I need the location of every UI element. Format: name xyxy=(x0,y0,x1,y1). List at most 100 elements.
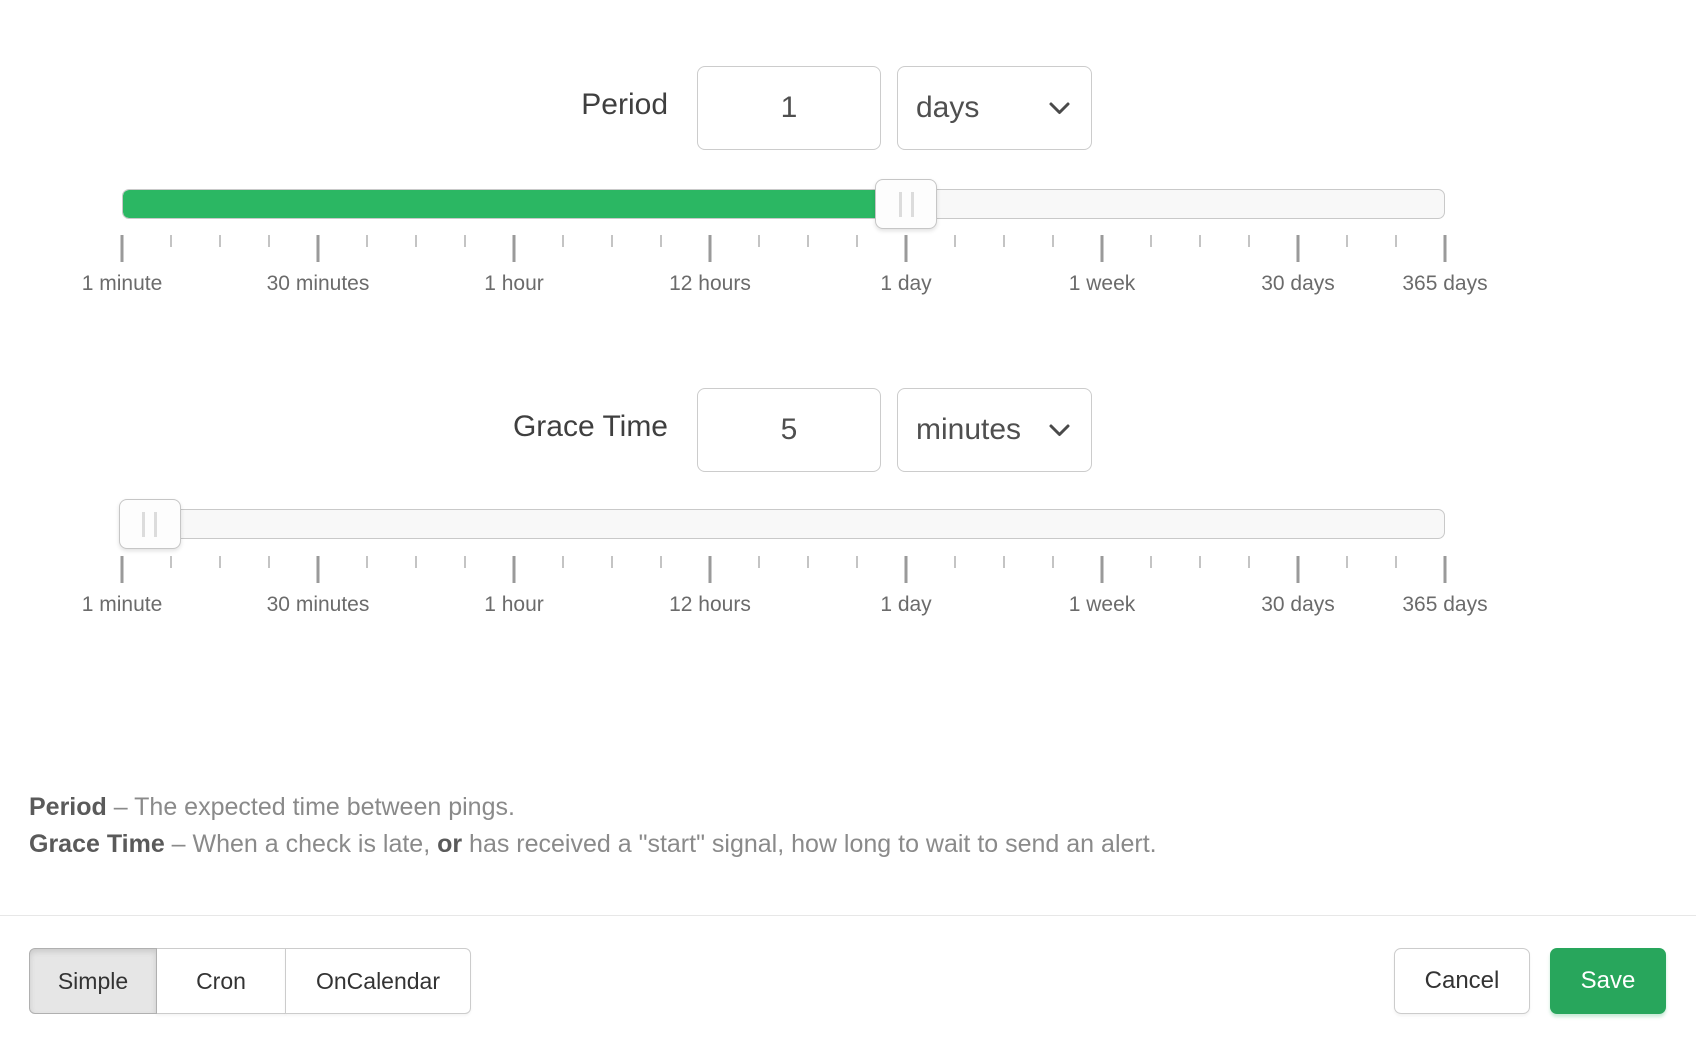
ruler-major-tick xyxy=(1443,235,1447,262)
ruler-minor-tick xyxy=(1150,235,1152,247)
ruler-major-tick xyxy=(904,235,908,262)
ruler-minor-tick xyxy=(366,556,368,568)
grace-time-slider-handle[interactable] xyxy=(118,499,181,549)
chevron-down-icon xyxy=(1049,424,1070,436)
ruler-minor-tick xyxy=(807,235,809,247)
period-unit-select[interactable]: days xyxy=(897,66,1092,150)
ruler-major-tick xyxy=(1100,556,1104,583)
ruler-minor-tick xyxy=(464,556,466,568)
ruler-minor-tick xyxy=(267,556,270,568)
mode-button-oncalendar[interactable]: OnCalendar xyxy=(285,948,471,1014)
ruler-minor-tick xyxy=(170,556,172,568)
ruler-minor-tick xyxy=(807,556,809,568)
ruler-minor-tick xyxy=(414,556,417,568)
ruler-minor-tick xyxy=(562,556,564,568)
ruler-tick-label: 1 day xyxy=(880,593,932,616)
period-ruler: 1 minute 30 minutes 1 hour 12 hours 1 day 1 w… xyxy=(82,235,1488,297)
ruler-major-tick xyxy=(512,235,516,262)
ruler-minor-tick xyxy=(758,235,760,247)
ruler-major-tick xyxy=(512,556,516,583)
schedule-mode-button-group: Simple Cron OnCalendar xyxy=(29,948,471,1014)
ruler-tick-label: 365 days xyxy=(1402,593,1488,616)
ruler-minor-tick xyxy=(219,556,221,568)
help-line: Period – The expected time between pings… xyxy=(29,793,515,821)
ruler-minor-tick xyxy=(1346,235,1348,247)
ruler-major-tick xyxy=(316,235,320,262)
ruler-minor-tick xyxy=(1003,556,1005,568)
ruler-minor-tick xyxy=(611,556,613,568)
mode-button-cron[interactable]: Cron xyxy=(156,948,286,1014)
grace-time-slider-track[interactable] xyxy=(122,509,1445,539)
ruler-minor-tick xyxy=(1346,556,1348,568)
ruler-minor-tick xyxy=(366,235,368,247)
ruler-minor-tick xyxy=(414,235,417,247)
ruler-minor-tick xyxy=(1003,235,1005,247)
period-unit-value: days xyxy=(916,91,980,124)
ruler-minor-tick xyxy=(856,556,858,568)
chevron-down-icon xyxy=(1049,102,1070,114)
grace-time-label: Grace Time xyxy=(512,410,668,443)
help-line: Grace Time – When a check is late, or ha… xyxy=(29,830,1157,858)
grace-time-slider[interactable] xyxy=(118,499,1445,549)
ruler-tick-label: 1 hour xyxy=(484,272,544,295)
period-slider-fill xyxy=(123,190,906,218)
ruler-tick-label: 1 week xyxy=(1068,272,1136,295)
grace-time-unit-value: minutes xyxy=(916,413,1022,446)
cancel-button[interactable]: Cancel xyxy=(1394,948,1530,1014)
ruler-minor-tick xyxy=(954,556,956,568)
ruler-minor-tick xyxy=(170,235,172,247)
save-button[interactable]: Save xyxy=(1550,948,1666,1014)
period-slider-track[interactable] xyxy=(122,189,1445,219)
ruler-minor-tick xyxy=(660,235,662,247)
period-value-input[interactable] xyxy=(697,66,881,150)
ruler-minor-tick xyxy=(611,235,613,247)
period-slider[interactable] xyxy=(122,179,1445,229)
grace-time-value-input[interactable] xyxy=(697,388,881,472)
grace-time-unit-select[interactable]: minutes xyxy=(897,388,1092,472)
ruler-tick-label: 1 day xyxy=(880,272,932,295)
ruler-major-tick xyxy=(120,235,124,262)
ruler-minor-tick xyxy=(1052,235,1054,247)
grip-icon xyxy=(142,511,158,537)
ruler-tick-label: 30 minutes xyxy=(266,593,370,616)
ruler-tick-label: 30 days xyxy=(1261,272,1335,295)
ruler-tick-label: 30 minutes xyxy=(266,272,370,295)
ruler-major-tick xyxy=(120,556,124,583)
ruler-major-tick xyxy=(1100,235,1104,262)
ruler-tick-label: 365 days xyxy=(1402,272,1488,295)
ruler-minor-tick xyxy=(219,235,221,247)
ruler-major-tick xyxy=(708,556,712,583)
ruler-major-tick xyxy=(1296,235,1300,262)
ruler-tick-label: 1 week xyxy=(1068,593,1136,616)
ruler-minor-tick xyxy=(1199,556,1201,568)
ruler-tick-label: 1 hour xyxy=(484,593,544,616)
ruler-minor-tick xyxy=(954,235,956,247)
grace-time-ruler: 1 minute 30 minutes 1 hour 12 hours 1 day 1 w… xyxy=(82,556,1488,618)
ruler-major-tick xyxy=(316,556,320,583)
ruler-tick-label: 1 minute xyxy=(81,593,163,616)
ruler-minor-tick xyxy=(1248,235,1250,247)
ruler-tick-label: 12 hours xyxy=(669,272,751,295)
ruler-minor-tick xyxy=(562,235,564,247)
ruler-minor-tick xyxy=(1248,556,1250,568)
period-slider-handle[interactable] xyxy=(875,179,937,229)
grip-icon xyxy=(898,191,914,217)
mode-button-simple[interactable]: Simple xyxy=(29,948,157,1014)
ruler-tick-label: 30 days xyxy=(1261,593,1335,616)
ruler-minor-tick xyxy=(856,235,858,247)
ruler-tick-label: 1 minute xyxy=(81,272,163,295)
ruler-minor-tick xyxy=(1395,556,1397,568)
ruler-minor-tick xyxy=(267,235,270,247)
ruler-minor-tick xyxy=(1395,235,1397,247)
ruler-major-tick xyxy=(708,235,712,262)
help-text: Period – The expected time between pings… xyxy=(29,789,1157,863)
ruler-minor-tick xyxy=(1052,556,1054,568)
ruler-tick-label: 12 hours xyxy=(669,593,751,616)
ruler-minor-tick xyxy=(758,556,760,568)
ruler-minor-tick xyxy=(464,235,466,247)
ruler-minor-tick xyxy=(660,556,662,568)
ruler-major-tick xyxy=(904,556,908,583)
footer-divider xyxy=(0,915,1696,916)
ruler-major-tick xyxy=(1296,556,1300,583)
